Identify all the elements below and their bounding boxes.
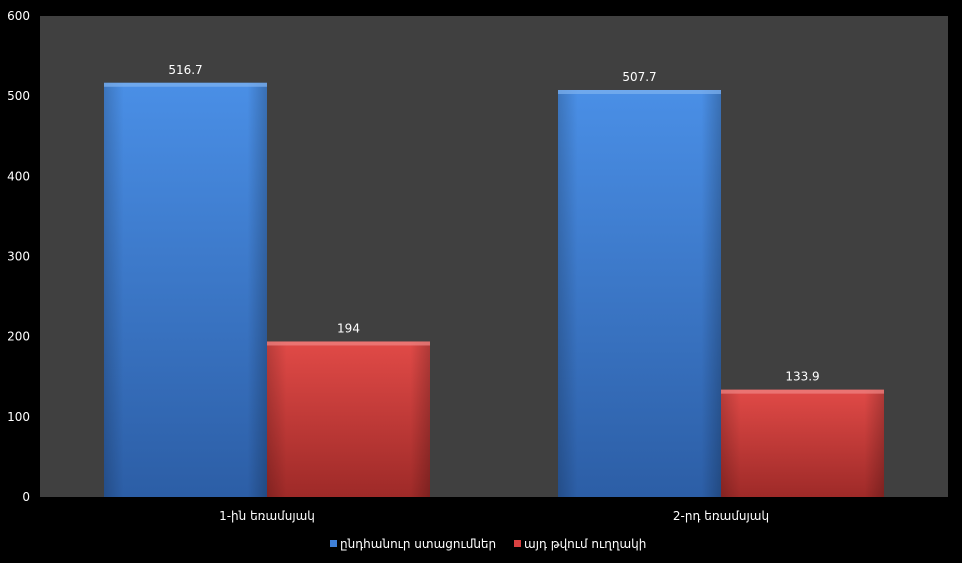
- y-tick-label: 100: [7, 410, 30, 424]
- x-category-label: 2-րդ եռամսյակ: [673, 509, 769, 523]
- data-label: 133.9: [785, 370, 819, 384]
- legend-item: ընդհանուր ստացումներ: [330, 537, 496, 551]
- y-axis: 0 100 200 300 400 500 600: [7, 9, 30, 504]
- legend-item: այդ թվում ուղղակի: [514, 537, 646, 551]
- data-label: 516.7: [168, 63, 202, 77]
- y-tick-label: 200: [7, 330, 30, 344]
- bar-total-2: [558, 89, 721, 497]
- legend: ընդհանուր ստացումներ այդ թվում ուղղակի: [330, 537, 646, 551]
- legend-swatch: [514, 540, 521, 547]
- y-tick-label: 300: [7, 250, 30, 264]
- data-label: 194: [337, 321, 360, 335]
- x-category-label: 1-ին եռամսյակ: [219, 509, 315, 523]
- y-tick-label: 400: [7, 169, 30, 183]
- y-tick-label: 500: [7, 89, 30, 103]
- data-labels: 516.7 194 507.7 133.9: [168, 63, 819, 384]
- y-tick-label: 0: [22, 490, 30, 504]
- bar-direct-1: [267, 341, 430, 497]
- data-label: 507.7: [622, 70, 656, 84]
- legend-label: ընդհանուր ստացումներ: [340, 537, 496, 551]
- bars: [104, 82, 884, 497]
- x-axis: 1-ին եռամսյակ 2-րդ եռամսյակ: [219, 509, 769, 523]
- y-tick-label: 600: [7, 9, 30, 23]
- bar-total-1: [104, 82, 267, 497]
- legend-swatch: [330, 540, 337, 547]
- bar-direct-2: [721, 389, 884, 497]
- legend-label: այդ թվում ուղղակի: [524, 537, 646, 551]
